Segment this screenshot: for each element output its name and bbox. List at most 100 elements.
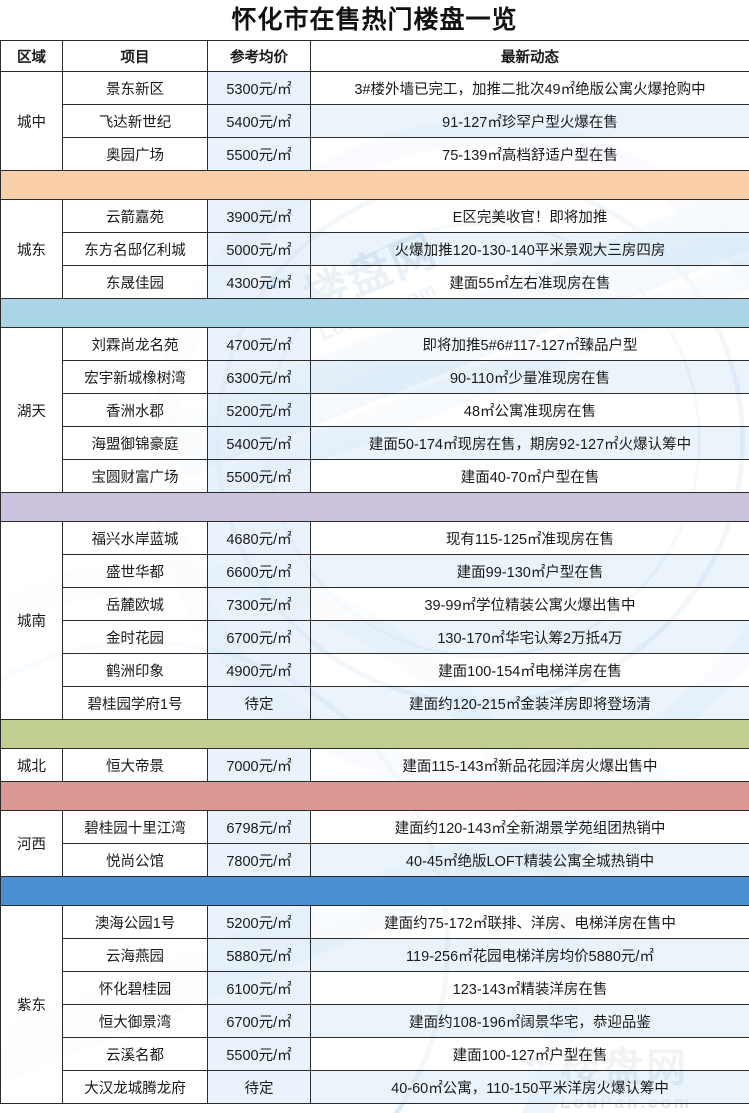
table-row: 城北 恒大帝景 7000元/㎡ 建面115-143㎡新品花园洋房火爆出售中 [0,748,749,782]
latest-news-cell: 即将加推5#6#117-127㎡臻品户型 [310,327,749,361]
latest-news-cell: 130-170㎡华宅认筹2万抵4万 [310,620,749,654]
section-divider-cell [0,492,749,522]
section-divider-navy [0,876,749,906]
average-price-cell: 6700元/㎡ [207,1004,311,1038]
table-row: 云溪名都 5500元/㎡ 建面100-127㎡户型在售 [1,1037,749,1071]
average-price-cell: 6798元/㎡ [207,810,311,844]
section-divider-red [0,781,749,811]
average-price-cell: 5500元/㎡ [207,137,311,171]
project-name-cell: 澳海公园1号 [62,905,208,939]
latest-news-cell: 40-45㎡绝版LOFT精装公寓全城热销中 [310,843,749,877]
table-header: 区域 项目 参考均价 最新动态 [0,40,749,72]
header-row: 区域 项目 参考均价 最新动态 [0,40,749,72]
project-name-cell: 福兴水岸蓝城 [62,521,208,555]
average-price-cell: 4300元/㎡ [207,265,311,299]
project-name-cell: 云溪名都 [62,1037,208,1071]
table-row: 金时花园 6700元/㎡ 130-170㎡华宅认筹2万抵4万 [1,620,749,654]
table-row: 城南 福兴水岸蓝城 4680元/㎡ 现有115-125㎡准现房在售 [0,521,749,720]
average-price-cell: 3900元/㎡ [207,199,311,233]
project-name-cell: 金时花园 [62,620,208,654]
project-name-cell: 宏宇新城橡树湾 [62,360,208,394]
latest-news-cell: 建面100-127㎡户型在售 [310,1037,749,1071]
latest-news-cell: 3#楼外墙已完工，加推二批次49㎡绝版公寓火爆抢购中 [310,71,749,105]
latest-news-cell: 建面约120-215㎡金装洋房即将登场清 [310,686,749,720]
table-body: 城中 景东新区 5300元/㎡ 3#楼外墙已完工，加推二批次49㎡绝版公寓火爆抢购中飞… [0,71,749,1104]
project-name-cell: 东方名邸亿利城 [62,232,208,266]
average-price-cell: 5400元/㎡ [207,426,311,460]
latest-news-cell: 119-256㎡花园电梯洋房均价5880元/㎡ [310,938,749,972]
table-row: 奥园广场 5500元/㎡ 75-139㎡高档舒适户型在售 [1,137,749,171]
table-row: 东方名邸亿利城 5000元/㎡ 火爆加推120-130-140平米景观大三房四房 [1,232,749,266]
average-price-cell: 4700元/㎡ [207,327,311,361]
project-name-cell: 奥园广场 [62,137,208,171]
page-title: 怀化市在售热门楼盘一览 [231,6,518,34]
table-row: 碧桂园学府1号 待定 建面约120-215㎡金装洋房即将登场清 [1,686,749,720]
column-header-project: 项目 [62,40,208,72]
latest-news-cell: 建面40-70㎡户型在售 [310,459,749,493]
average-price-cell: 5000元/㎡ [207,232,311,266]
table-row: 悦尚公馆 7800元/㎡ 40-45㎡绝版LOFT精装公寓全城热销中 [1,843,749,877]
project-name-cell: 刘霖尚龙名苑 [62,327,208,361]
region-cell: 城中 [0,71,63,171]
region-cell: 城东 [0,199,63,299]
section-divider-green [0,719,749,749]
table-row: 香洲水郡 5200元/㎡ 48㎡公寓准现房在售 [1,393,749,427]
section-divider-cell [0,719,749,749]
table-row: 飞达新世纪 5400元/㎡ 91-127㎡珍罕户型火爆在售 [1,104,749,138]
latest-news-cell: 90-110㎡少量准现房在售 [310,360,749,394]
latest-news-cell: 建面115-143㎡新品花园洋房火爆出售中 [310,748,749,782]
latest-news-cell: 39-99㎡学位精装公寓火爆出售中 [310,587,749,621]
latest-news-cell: 现有115-125㎡准现房在售 [310,521,749,555]
table-row: 盛世华都 6600元/㎡ 建面99-130㎡户型在售 [1,554,749,588]
project-name-cell: 恒大帝景 [62,748,208,782]
project-name-cell: 盛世华都 [62,554,208,588]
table-row: 河西 碧桂园十里江湾 6798元/㎡ 建面约120-143㎡全新湖景学苑组团热销中 [0,810,749,877]
project-name-cell: 碧桂园学府1号 [62,686,208,720]
section-divider-purple [0,492,749,522]
table-row: 城中 景东新区 5300元/㎡ 3#楼外墙已完工，加推二批次49㎡绝版公寓火爆抢购中 [0,71,749,171]
project-name-cell: 怀化碧桂园 [62,971,208,1005]
average-price-cell: 5300元/㎡ [207,71,311,105]
project-name-cell: 飞达新世纪 [62,104,208,138]
project-name-cell: 东晟佳园 [62,265,208,299]
table-row: 怀化碧桂园 6100元/㎡ 123-143㎡精装洋房在售 [1,971,749,1005]
average-price-cell: 6600元/㎡ [207,554,311,588]
table-row: 恒大御景湾 6700元/㎡ 建面约108-196㎡阔景华宅，恭迎品鉴 [1,1004,749,1038]
average-price-cell: 5200元/㎡ [207,393,311,427]
table-row: 宏宇新城橡树湾 6300元/㎡ 90-110㎡少量准现房在售 [1,360,749,394]
table-row: 城东 云箭嘉苑 3900元/㎡ E区完美收官！即将加推 [0,199,749,299]
latest-news-cell: 75-139㎡高档舒适户型在售 [310,137,749,171]
average-price-cell: 7000元/㎡ [207,748,311,782]
section-divider-orange [0,170,749,200]
average-price-cell: 6100元/㎡ [207,971,311,1005]
latest-news-cell: 建面约120-143㎡全新湖景学苑组团热销中 [310,810,749,844]
table-row: 岳麓欧城 7300元/㎡ 39-99㎡学位精装公寓火爆出售中 [1,587,749,621]
project-name-cell: 大汉龙城腾龙府 [62,1070,208,1104]
latest-news-cell: 建面55㎡左右准现房在售 [310,265,749,299]
project-name-cell: 云箭嘉苑 [62,199,208,233]
region-cell: 湖天 [0,327,63,493]
project-name-cell: 云海燕园 [62,938,208,972]
project-name-cell: 恒大御景湾 [62,1004,208,1038]
average-price-cell: 6300元/㎡ [207,360,311,394]
average-price-cell: 待定 [207,1070,311,1104]
section-divider-cell [0,781,749,811]
latest-news-cell: 123-143㎡精装洋房在售 [310,971,749,1005]
project-name-cell: 景东新区 [62,71,208,105]
table-row: 鹤洲印象 4900元/㎡ 建面100-154㎡电梯洋房在售 [1,653,749,687]
project-name-cell: 鹤洲印象 [62,653,208,687]
column-header-price: 参考均价 [207,40,311,72]
project-name-cell: 碧桂园十里江湾 [62,810,208,844]
average-price-cell: 4680元/㎡ [207,521,311,555]
table-row: 云海燕园 5880元/㎡ 119-256㎡花园电梯洋房均价5880元/㎡ [1,938,749,972]
average-price-cell: 待定 [207,686,311,720]
column-header-news: 最新动态 [310,40,749,72]
average-price-cell: 5500元/㎡ [207,459,311,493]
table-row: 湖天 刘霖尚龙名苑 4700元/㎡ 即将加推5#6#117-127㎡臻品户型 [0,327,749,493]
region-cell: 河西 [0,810,63,877]
latest-news-cell: 建面约108-196㎡阔景华宅，恭迎品鉴 [310,1004,749,1038]
region-cell: 城北 [0,748,63,782]
section-divider-cell [0,170,749,200]
table-row: 大汉龙城腾龙府 待定 40-60㎡公寓，110-150平米洋房火爆认筹中 [1,1070,749,1104]
latest-news-cell: E区完美收官！即将加推 [310,199,749,233]
